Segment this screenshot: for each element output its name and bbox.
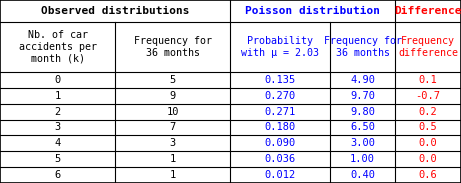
Text: 4.90: 4.90 bbox=[350, 75, 375, 85]
Text: 9: 9 bbox=[169, 91, 176, 101]
Text: Nb. of car
accidents per
month (k): Nb. of car accidents per month (k) bbox=[18, 30, 96, 64]
Text: 7: 7 bbox=[169, 122, 176, 132]
Text: 0.40: 0.40 bbox=[350, 170, 375, 180]
Text: 0.5: 0.5 bbox=[419, 122, 437, 132]
Text: 0.036: 0.036 bbox=[264, 154, 296, 164]
Text: 0.271: 0.271 bbox=[264, 107, 296, 117]
Text: 9.70: 9.70 bbox=[350, 91, 375, 101]
Text: 9.80: 9.80 bbox=[350, 107, 375, 117]
Text: 0.2: 0.2 bbox=[419, 107, 437, 117]
Text: 0.012: 0.012 bbox=[264, 170, 296, 180]
Text: 2: 2 bbox=[54, 107, 61, 117]
Text: Frequency for
36 months: Frequency for 36 months bbox=[134, 36, 212, 58]
Text: 6: 6 bbox=[54, 170, 61, 180]
Text: Observed distributions: Observed distributions bbox=[41, 6, 189, 16]
Text: 0.0: 0.0 bbox=[419, 138, 437, 148]
Text: 4: 4 bbox=[54, 138, 61, 148]
Text: 0.0: 0.0 bbox=[419, 154, 437, 164]
Text: Difference: Difference bbox=[394, 6, 461, 16]
Text: Poisson distribution: Poisson distribution bbox=[245, 6, 380, 16]
Text: 1.00: 1.00 bbox=[350, 154, 375, 164]
Text: 10: 10 bbox=[166, 107, 179, 117]
Text: 0.090: 0.090 bbox=[264, 138, 296, 148]
Text: 5: 5 bbox=[54, 154, 61, 164]
Text: 0.1: 0.1 bbox=[419, 75, 437, 85]
Text: 6.50: 6.50 bbox=[350, 122, 375, 132]
Text: 3.00: 3.00 bbox=[350, 138, 375, 148]
Text: 3: 3 bbox=[169, 138, 176, 148]
Text: 0.270: 0.270 bbox=[264, 91, 296, 101]
Text: 0: 0 bbox=[54, 75, 61, 85]
Text: Frequency for
36 months: Frequency for 36 months bbox=[324, 36, 402, 58]
Text: Probability
with μ = 2.03: Probability with μ = 2.03 bbox=[241, 36, 319, 58]
Text: 0.180: 0.180 bbox=[264, 122, 296, 132]
Text: 3: 3 bbox=[54, 122, 61, 132]
Text: -0.7: -0.7 bbox=[415, 91, 441, 101]
Text: 1: 1 bbox=[169, 154, 176, 164]
Text: 5: 5 bbox=[169, 75, 176, 85]
Text: 1: 1 bbox=[54, 91, 61, 101]
Text: 1: 1 bbox=[169, 170, 176, 180]
Text: 0.6: 0.6 bbox=[419, 170, 437, 180]
Text: Frequency
difference: Frequency difference bbox=[398, 36, 458, 58]
Text: 0.135: 0.135 bbox=[264, 75, 296, 85]
